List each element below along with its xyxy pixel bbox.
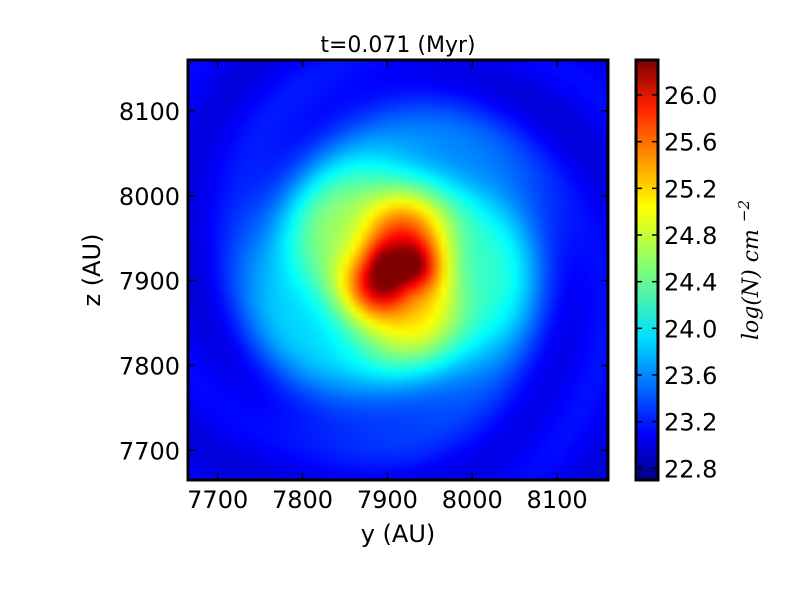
- x-tick-label: 7900: [357, 486, 418, 514]
- colorbar: [634, 58, 660, 482]
- colorbar-label-exponent: −2: [735, 200, 753, 222]
- x-tick-label: 8100: [527, 486, 588, 514]
- plot-frame: [186, 58, 610, 482]
- colorbar-label-main: log(N) cm: [739, 229, 764, 340]
- y-tick-label: 7900: [119, 268, 180, 296]
- x-tick-label: 7800: [272, 486, 333, 514]
- colorbar-tick-label: 25.6: [664, 129, 717, 157]
- y-axis-label: z (AU): [78, 234, 106, 307]
- x-tick-label: 7700: [187, 486, 248, 514]
- colorbar-tick-label: 23.2: [664, 409, 717, 437]
- colorbar-tick-label: 23.6: [664, 362, 717, 390]
- colorbar-tick-label: 22.8: [664, 455, 717, 483]
- colorbar-label: log(N) cm −2: [735, 200, 764, 340]
- colorbar-tick-label: 26.0: [664, 82, 717, 110]
- colorbar-tick-label: 25.2: [664, 175, 717, 203]
- x-tick-label: 8000: [442, 486, 503, 514]
- y-axis-ticks: 7700 7800 7900 8000 8100: [119, 98, 608, 465]
- colorbar-tick-label: 24.0: [664, 315, 717, 343]
- chart-title: t=0.071 (Myr): [320, 33, 475, 58]
- colorbar-tick-label: 24.8: [664, 222, 717, 250]
- column-density-heatmap: [188, 60, 608, 480]
- x-axis-ticks: 7700 7800 7900 8000 8100: [187, 60, 588, 514]
- y-tick-label: 7700: [119, 437, 180, 465]
- colorbar-ticks: 22.8 23.2 23.6 24.0 24.4 24.8 25.2 25.6 26.0: [636, 82, 717, 483]
- y-tick-label: 8000: [119, 183, 180, 211]
- y-tick-label: 8100: [119, 98, 180, 126]
- colorbar-tick-label: 24.4: [664, 269, 717, 297]
- x-axis-label: y (AU): [361, 520, 436, 548]
- y-tick-label: 7800: [119, 352, 180, 380]
